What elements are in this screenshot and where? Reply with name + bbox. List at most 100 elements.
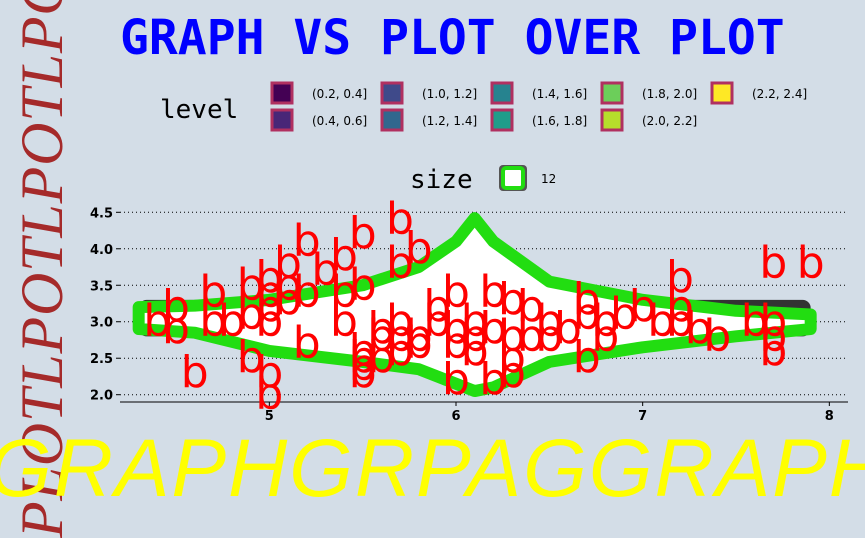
data-point: b	[330, 230, 358, 281]
data-point: b	[666, 281, 694, 332]
legend-level-item: (2.2, 2.4]	[710, 81, 807, 105]
data-point: b	[703, 310, 731, 361]
data-point: b	[386, 237, 414, 288]
violin-layer	[132, 212, 817, 398]
data-point: b	[498, 310, 526, 361]
data-point: b	[517, 281, 545, 332]
legend-level-swatch	[490, 108, 514, 132]
legend-level-label: (1.4, 1.6]	[532, 87, 587, 101]
data-point: b	[759, 237, 787, 288]
data-point: b	[162, 281, 190, 332]
data-point: b	[535, 296, 563, 347]
legend-level-swatch	[600, 108, 624, 132]
legend-level-label: (1.8, 2.0]	[642, 87, 697, 101]
legend-level-item: (1.4, 1.6]	[490, 81, 587, 105]
data-point: b	[666, 296, 694, 347]
data-point: b	[591, 310, 619, 361]
data-point: b	[685, 303, 713, 354]
y-tick-label: 2.0	[90, 389, 113, 404]
data-point: b	[666, 252, 694, 303]
side-caption: PLOTLPOTLPOTLPOT	[9, 0, 75, 538]
data-point: b	[237, 332, 265, 383]
legend-level-swatch	[270, 108, 294, 132]
data-point: b	[349, 325, 377, 376]
legend-size-title: size	[410, 165, 473, 195]
data-point: b	[162, 303, 190, 354]
data-point: b	[461, 296, 489, 347]
violin-shape	[132, 212, 817, 398]
legend-level-item: (0.4, 0.6]	[270, 108, 367, 132]
data-point: b	[442, 303, 470, 354]
legend-level-swatch	[380, 108, 404, 132]
points-layer: bbbbbbbbbbbbbbbbbbbbbbbbbbbbbbbbbbbbbbbb…	[143, 194, 824, 420]
legend-level-label: (2.2, 2.4]	[752, 87, 807, 101]
data-point: b	[479, 267, 507, 318]
data-point: b	[386, 194, 414, 245]
data-point: b	[479, 303, 507, 354]
legend-size-key-outline	[501, 166, 525, 190]
data-point: b	[461, 310, 489, 361]
data-point: b	[610, 288, 638, 339]
data-point: b	[498, 332, 526, 383]
data-point: b	[181, 347, 209, 398]
data-point: b	[386, 296, 414, 347]
data-point: b	[759, 310, 787, 361]
data-point: b	[591, 296, 619, 347]
legend-level-label: (2.0, 2.2]	[642, 114, 697, 128]
data-point: b	[330, 267, 358, 318]
chart-title: GRAPH VS PLOT OVER PLOT	[120, 10, 785, 66]
legend-level-label: (1.6, 1.8]	[532, 114, 587, 128]
data-point: b	[199, 296, 227, 347]
legend-level-swatch	[270, 81, 294, 105]
legend-level-item: (1.0, 1.2]	[380, 81, 477, 105]
y-tick-label: 3.0	[90, 316, 113, 331]
data-point: b	[423, 281, 451, 332]
data-point: b	[218, 296, 246, 347]
data-point: b	[759, 296, 787, 347]
data-point: b	[741, 296, 769, 347]
data-point: b	[274, 237, 302, 288]
legend-level-item: (2.0, 2.2]	[600, 108, 697, 132]
data-point: b	[143, 296, 171, 347]
data-point: b	[274, 274, 302, 325]
data-point: b	[274, 259, 302, 310]
data-point: b	[367, 332, 395, 383]
data-point: b	[405, 318, 433, 369]
data-point: b	[629, 281, 657, 332]
legend-level-label: (0.2, 0.4]	[312, 87, 367, 101]
data-point: b	[349, 208, 377, 259]
data-point: b	[367, 310, 395, 361]
legend-level-item: (1.2, 1.4]	[380, 108, 477, 132]
x-tick-label: 6	[451, 409, 460, 424]
legend-level-keys: (0.2, 0.4] (0.4, 0.6] (1.0, 1.2] (1.2, 1.4]…	[270, 81, 807, 132]
legend-level-label: (1.2, 1.4]	[422, 114, 477, 128]
data-point: b	[293, 267, 321, 318]
data-point: b	[535, 310, 563, 361]
legend-level-label: (0.4, 0.6]	[312, 114, 367, 128]
data-point: b	[797, 237, 825, 288]
legend-level-swatch	[710, 81, 734, 105]
data-point: b	[442, 354, 470, 405]
data-point: b	[199, 267, 227, 318]
data-point: b	[498, 347, 526, 398]
data-point: b	[647, 296, 675, 347]
data-point: b	[349, 259, 377, 310]
data-point: b	[311, 245, 339, 296]
data-point: b	[293, 318, 321, 369]
data-point: b	[573, 288, 601, 339]
data-point: b	[405, 223, 433, 274]
legend-level-swatch	[600, 81, 624, 105]
legend-level-item: (1.8, 2.0]	[600, 81, 697, 105]
data-point: b	[386, 325, 414, 376]
x-tick-label: 5	[265, 409, 274, 424]
legend-level-swatch	[490, 81, 514, 105]
legend-level-label: (1.0, 1.2]	[422, 87, 477, 101]
data-point: b	[442, 318, 470, 369]
y-tick-label: 3.5	[90, 279, 113, 294]
legend-level-swatch	[380, 81, 404, 105]
data-point: b	[237, 259, 265, 310]
data-point: b	[255, 252, 283, 303]
legend-size-label: 12	[541, 172, 556, 186]
x-tick-label: 8	[825, 409, 834, 424]
